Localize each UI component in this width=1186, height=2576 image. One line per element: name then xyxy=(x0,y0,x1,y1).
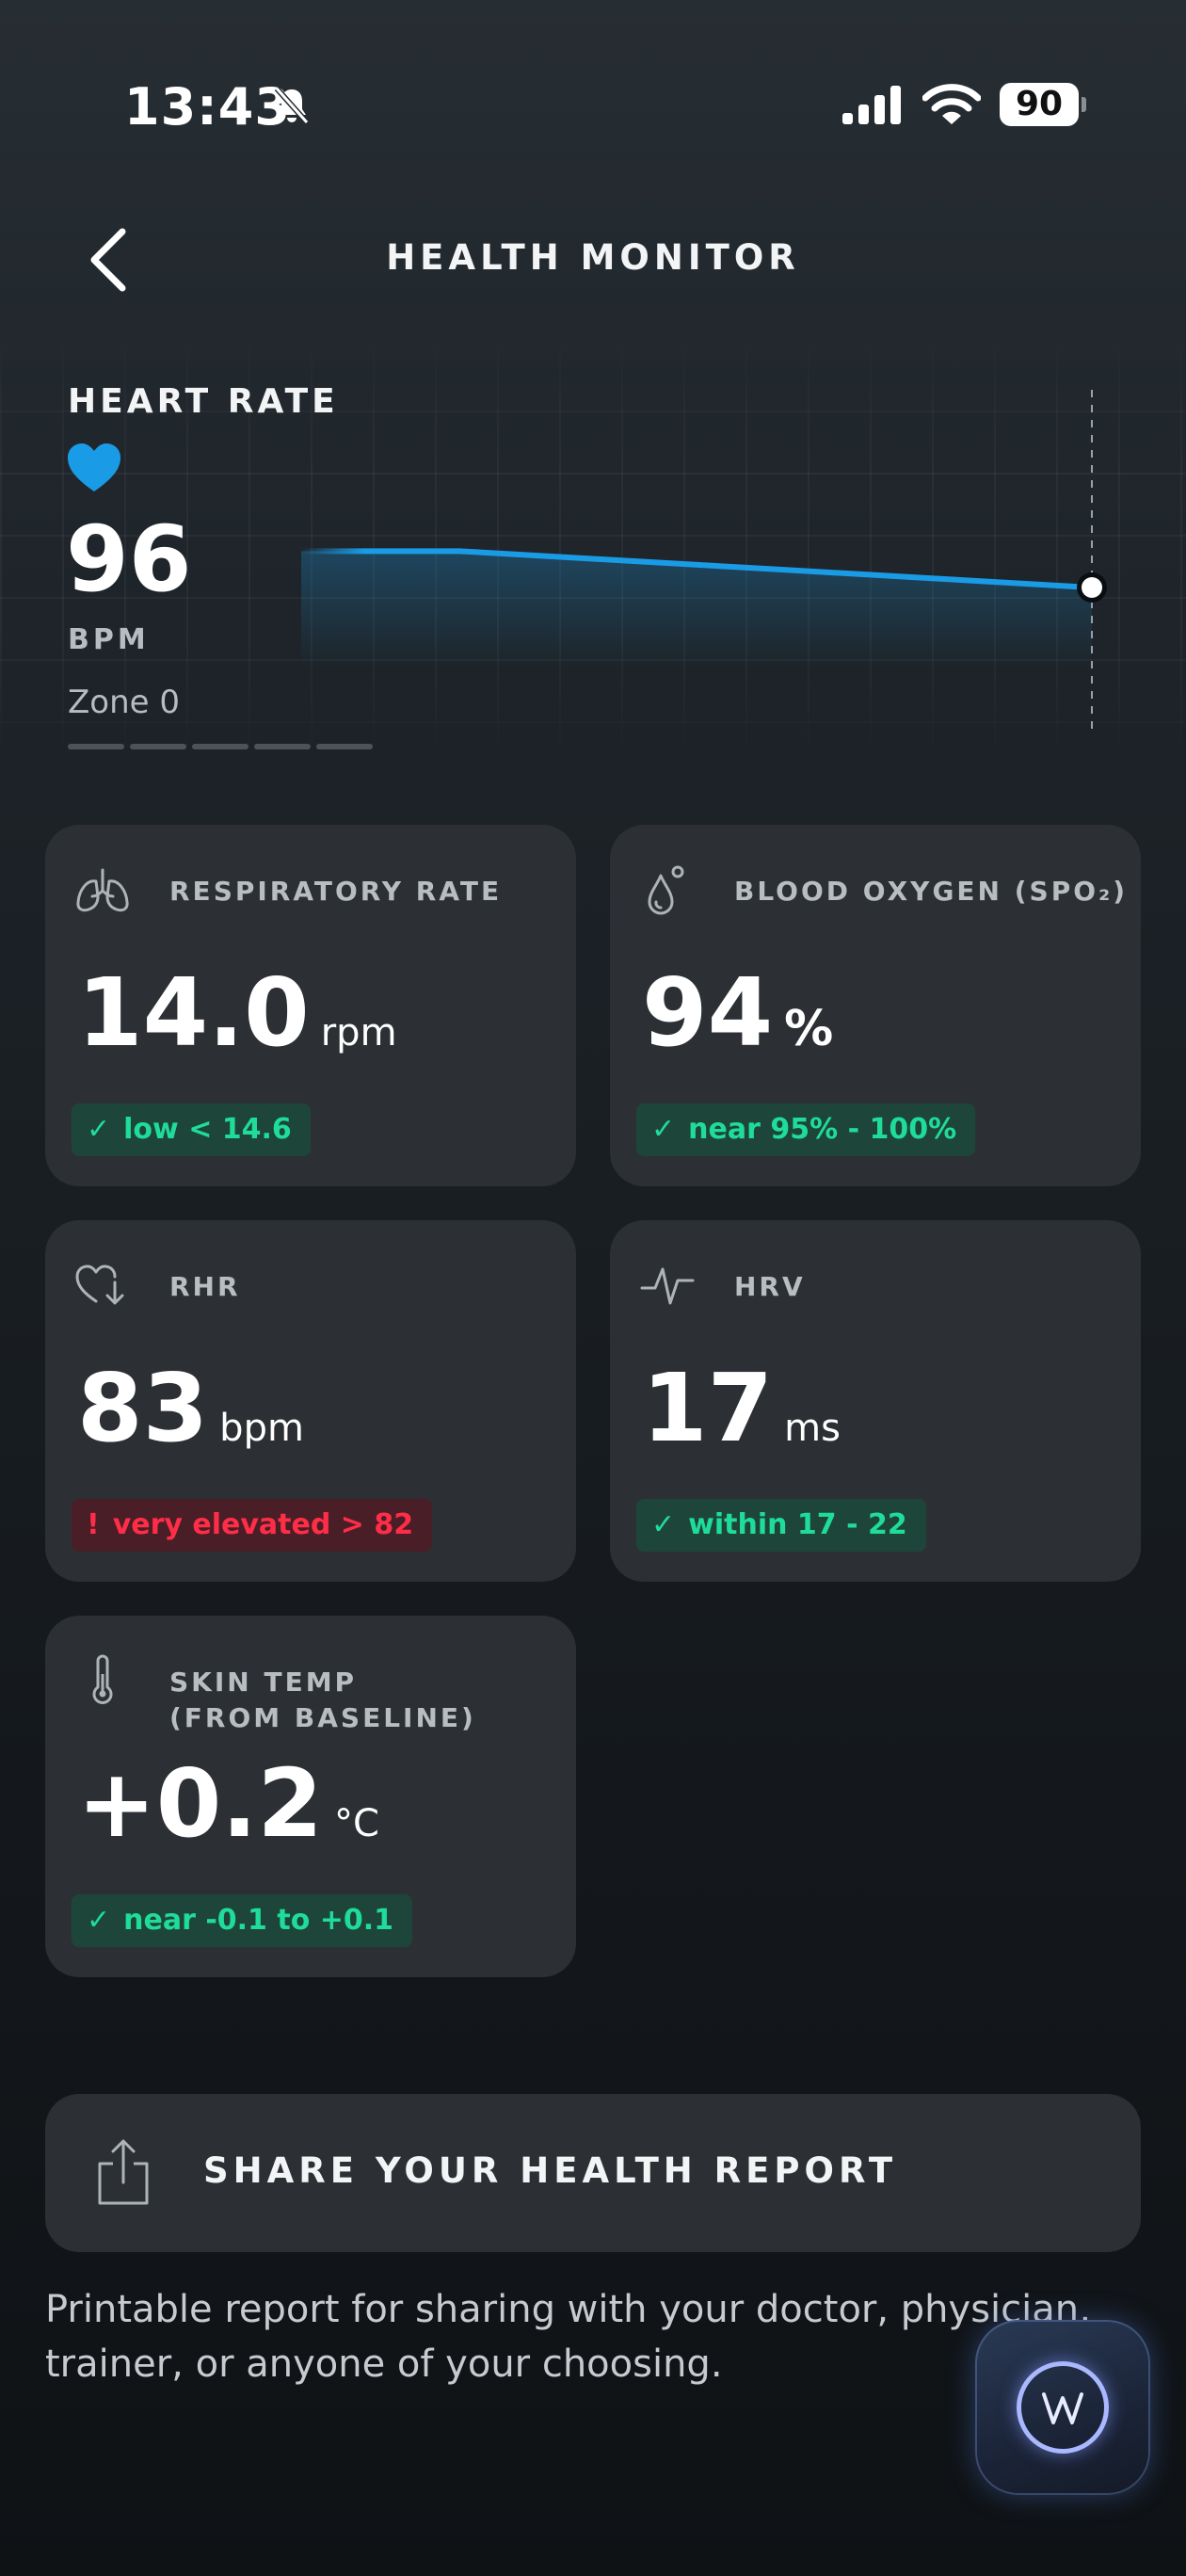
heart-rate-line xyxy=(298,548,1095,590)
share-icon xyxy=(98,2139,149,2205)
share-label: SHARE YOUR HEALTH REPORT xyxy=(203,2150,898,2191)
heart-rate-value: 96 xyxy=(66,507,192,612)
metric-value: 94 xyxy=(642,958,774,1068)
droplet-icon xyxy=(648,865,684,915)
status-time: 13:43 xyxy=(124,77,291,137)
zone-segment xyxy=(130,744,186,749)
rhr-value: 83 bpm xyxy=(77,1361,304,1456)
thermometer-icon xyxy=(92,1654,113,1704)
card-title: RHR xyxy=(169,1271,241,1302)
heart-down-icon xyxy=(75,1264,124,1305)
battery-indicator: 90 xyxy=(1000,83,1086,126)
whoop-logo-icon xyxy=(1042,2392,1083,2424)
card-title: HRV xyxy=(734,1271,806,1302)
badge-text: near 95% - 100% xyxy=(688,1113,957,1146)
card-title-line: SKIN TEMP xyxy=(169,1666,358,1698)
check-icon: ✓ xyxy=(651,1113,676,1146)
check-icon: ✓ xyxy=(651,1508,676,1541)
hrv-card[interactable]: HRV 17 ms ✓ within 17 - 22 xyxy=(610,1220,1141,1582)
resting-heart-rate-card[interactable]: RHR 83 bpm ! very elevated > 82 xyxy=(45,1220,576,1582)
badge-text: within 17 - 22 xyxy=(688,1508,907,1541)
bell-muted-icon xyxy=(274,87,310,124)
heart-rate-section[interactable]: HEART RATE 96 BPM Zone 0 xyxy=(0,348,1186,763)
wifi-icon xyxy=(922,84,981,124)
heart-rate-area xyxy=(301,551,1092,668)
pulse-icon xyxy=(640,1267,695,1305)
check-icon: ✓ xyxy=(87,1113,111,1146)
respiratory-rate-value: 14.0 rpm xyxy=(77,966,397,1060)
heart-rate-label: HEART RATE xyxy=(68,382,339,421)
assistant-ring xyxy=(1017,2361,1109,2454)
chart-grid xyxy=(0,348,1186,763)
share-description: Printable report for sharing with your d… xyxy=(45,2288,1091,2386)
respiratory-rate-card[interactable]: RESPIRATORY RATE 14.0 rpm ✓ low < 14.6 xyxy=(45,825,576,1186)
back-button[interactable] xyxy=(81,222,137,298)
metric-unit: rpm xyxy=(320,1011,397,1055)
assistant-button[interactable] xyxy=(975,2320,1150,2495)
blood-oxygen-value: 94% xyxy=(642,966,833,1060)
metric-value: 17 xyxy=(642,1353,774,1463)
card-title: BLOOD OXYGEN (SPO₂) xyxy=(734,876,1129,907)
zone-segment xyxy=(316,744,373,749)
status-badge: ! very elevated > 82 xyxy=(72,1499,433,1552)
skin-temp-card[interactable]: SKIN TEMP (FROM BASELINE) +0.2 °C ✓ near -0… xyxy=(45,1616,576,1977)
signal-icon xyxy=(842,86,901,124)
status-badge: ✓ near 95% - 100% xyxy=(636,1103,976,1156)
zone-segment xyxy=(68,744,124,749)
card-title: RESPIRATORY RATE xyxy=(169,876,503,907)
card-title-line: (FROM BASELINE) xyxy=(169,1702,476,1733)
lungs-icon xyxy=(76,868,129,912)
skin-temp-value: +0.2 °C xyxy=(77,1757,379,1851)
blood-oxygen-card[interactable]: BLOOD OXYGEN (SPO₂) 94% ✓ near 95% - 100% xyxy=(610,825,1141,1186)
badge-text: near -0.1 to +0.1 xyxy=(123,1904,394,1937)
page-title: HEALTH MONITOR xyxy=(386,237,800,278)
current-point xyxy=(1082,577,1102,598)
share-health-report-button[interactable]: SHARE YOUR HEALTH REPORT xyxy=(45,2094,1141,2252)
badge-text: very elevated > 82 xyxy=(112,1508,414,1541)
hrv-value: 17 ms xyxy=(642,1361,841,1456)
status-badge: ✓ within 17 - 22 xyxy=(636,1499,926,1552)
metric-unit: ms xyxy=(784,1407,841,1450)
status-badge: ✓ near -0.1 to +0.1 xyxy=(72,1894,413,1947)
metric-unit: °C xyxy=(333,1802,379,1845)
metric-value: 83 xyxy=(77,1353,209,1463)
alert-icon: ! xyxy=(87,1508,100,1541)
metric-unit: % xyxy=(784,1001,834,1057)
battery-level: 90 xyxy=(1000,83,1079,126)
metric-value: 14.0 xyxy=(77,958,310,1068)
metric-unit: bpm xyxy=(219,1407,304,1450)
badge-text: low < 14.6 xyxy=(123,1113,292,1146)
zone-segment xyxy=(254,744,311,749)
check-icon: ✓ xyxy=(87,1904,111,1937)
status-badge: ✓ low < 14.6 xyxy=(72,1103,311,1156)
zone-segment xyxy=(192,744,248,749)
card-title: SKIN TEMP (FROM BASELINE) xyxy=(169,1665,476,1736)
metric-value: +0.2 xyxy=(77,1748,323,1859)
heart-rate-unit: BPM xyxy=(68,623,150,656)
battery-nub xyxy=(1082,97,1086,112)
heart-rate-trend-chart xyxy=(298,390,1107,731)
heart-icon xyxy=(68,443,120,491)
heart-rate-zone: Zone 0 xyxy=(68,684,180,721)
